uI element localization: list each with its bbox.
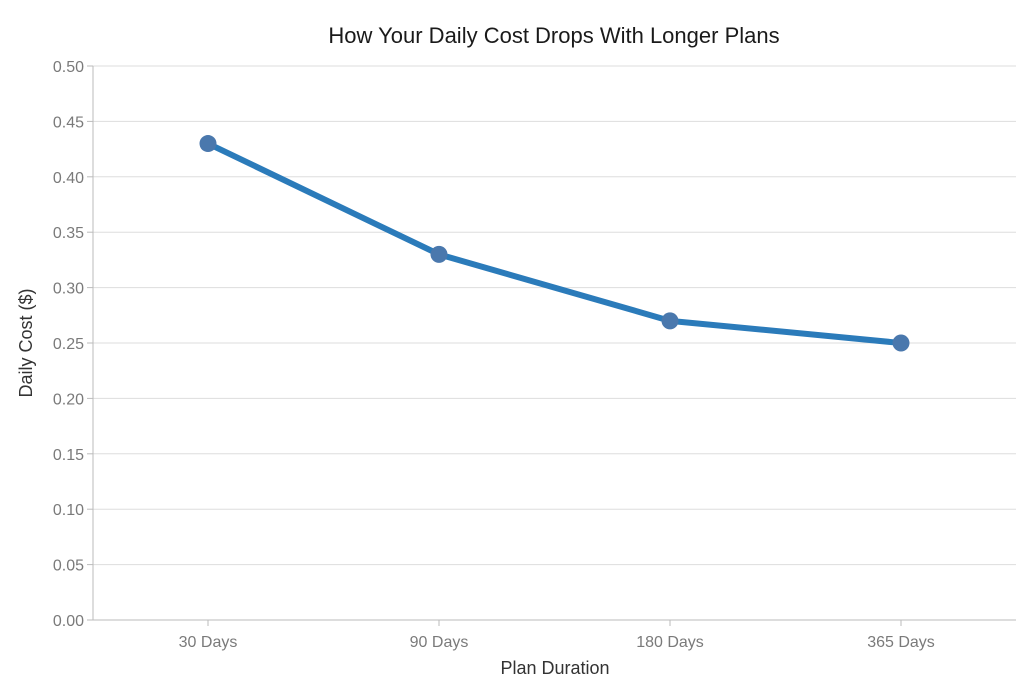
data-point[interactable] bbox=[661, 312, 679, 330]
y-tick-label: 0.10 bbox=[53, 502, 84, 519]
y-tick-label: 0.20 bbox=[53, 391, 84, 408]
x-tick-label: 180 Days bbox=[636, 634, 704, 651]
data-series bbox=[199, 135, 910, 352]
data-point[interactable] bbox=[892, 334, 910, 352]
series-line bbox=[205, 140, 904, 346]
x-tick-label: 365 Days bbox=[867, 634, 935, 651]
data-point[interactable] bbox=[430, 245, 448, 263]
y-tick-label: 0.00 bbox=[53, 613, 84, 630]
y-tick-label: 0.50 bbox=[53, 59, 84, 76]
y-tick-label: 0.35 bbox=[53, 225, 84, 242]
x-tick-label: 90 Days bbox=[410, 634, 469, 651]
axes bbox=[87, 65, 1016, 626]
tick-labels: 0.00 0.05 0.10 0.15 0.20 0.25 0.30 0.35 0.40 0.45… bbox=[53, 59, 935, 651]
y-tick-label: 0.30 bbox=[53, 281, 84, 298]
y-tick-label: 0.40 bbox=[53, 170, 84, 187]
x-axis-label: Plan Duration bbox=[500, 658, 609, 678]
y-tick-label: 0.15 bbox=[53, 447, 84, 464]
data-point[interactable] bbox=[199, 135, 217, 153]
y-tick-label: 0.45 bbox=[53, 114, 84, 131]
y-tick-label: 0.05 bbox=[53, 558, 84, 575]
chart-title: How Your Daily Cost Drops With Longer Pl… bbox=[328, 23, 779, 48]
x-tick-label: 30 Days bbox=[179, 634, 238, 651]
grid-lines bbox=[93, 65, 1016, 566]
y-axis-label: Daily Cost ($) bbox=[16, 288, 36, 397]
y-tick-label: 0.25 bbox=[53, 336, 84, 353]
